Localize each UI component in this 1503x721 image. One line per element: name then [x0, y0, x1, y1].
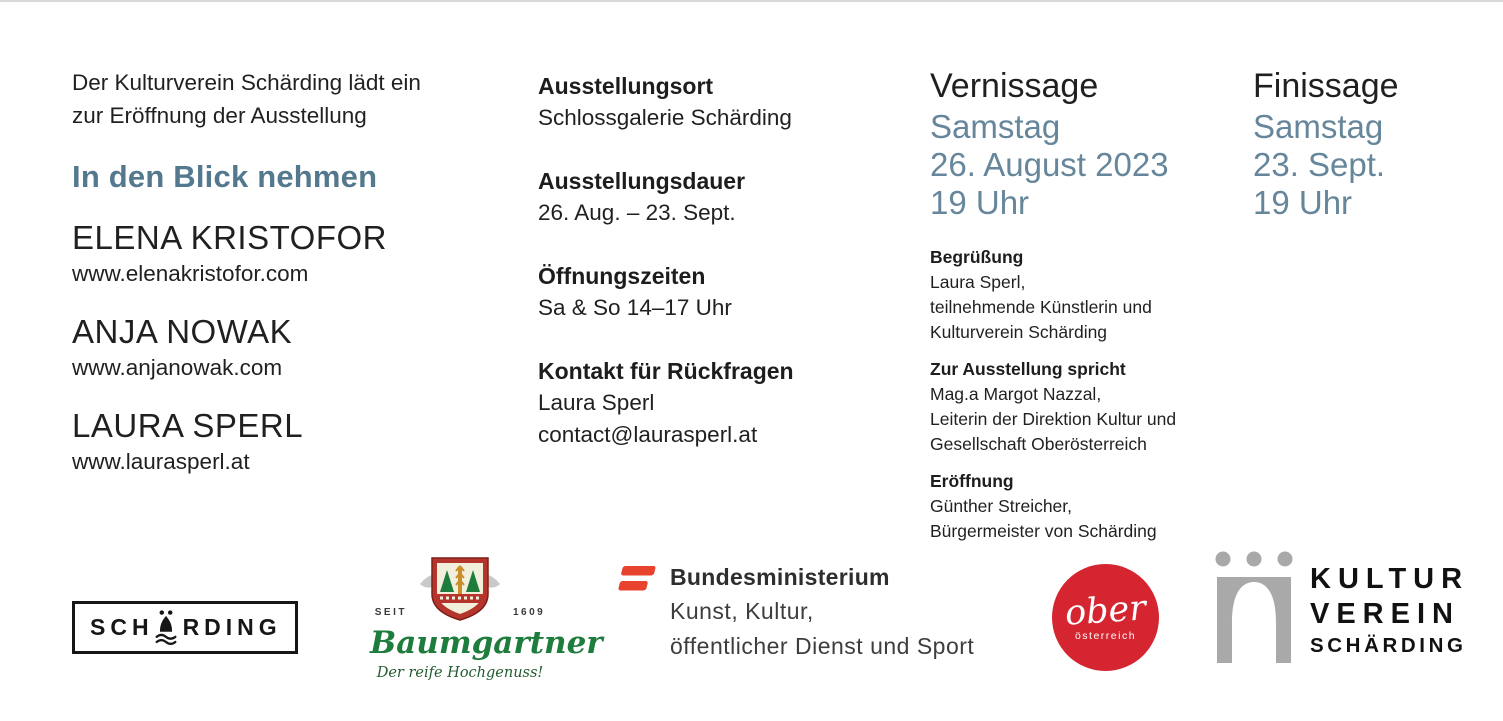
- window-top-edge: [0, 0, 1503, 2]
- vernissage-title: Vernissage: [930, 67, 1099, 105]
- program-line: Bürgermeister von Schärding: [930, 521, 1157, 541]
- artist-website-link[interactable]: www.laurasperl.at: [72, 449, 250, 474]
- ministry-text: Bundesministerium Kunst, Kultur, öffentl…: [670, 561, 974, 664]
- vernissage-time: 19 Uhr: [930, 184, 1030, 221]
- program-line: Mag.a Margot Nazzal,: [930, 384, 1102, 404]
- program-list: Begrüßung Laura Sperl, teilnehmende Küns…: [930, 245, 1230, 544]
- artist-website-link[interactable]: www.elenakristofor.com: [72, 261, 309, 286]
- artist-item: ANJA NOWAK www.anjanowak.com: [72, 312, 502, 384]
- contact-email-link[interactable]: contact@laurasperl.at: [538, 422, 758, 447]
- program-opening: Eröffnung Günther Streicher, Bürgermeist…: [930, 469, 1230, 544]
- detail-duration: Ausstellungsdauer 26. Aug. – 23. Sept.: [538, 165, 868, 229]
- schaerding-town-logo: SCH RDING: [72, 601, 298, 654]
- detail-location: Ausstellungsort Schlossgalerie Schärding: [538, 70, 868, 134]
- artist-item: LAURA SPERL www.laurasperl.at: [72, 406, 502, 478]
- invite-line-2: zur Eröffnung der Ausstellung: [72, 103, 367, 128]
- detail-label: Ausstellungsort: [538, 73, 714, 99]
- kv-line-schaerding: SCHÄRDING: [1310, 634, 1467, 657]
- bridge-arch-icon: [1215, 551, 1293, 663]
- artist-item: ELENA KRISTOFOR www.elenakristofor.com: [72, 218, 502, 290]
- detail-label: Ausstellungsdauer: [538, 168, 746, 194]
- schaerding-logo-text-pre: SCH: [90, 614, 154, 640]
- program-speech: Zur Ausstellung spricht Mag.a Margot Naz…: [930, 357, 1230, 457]
- program-label: Eröffnung: [930, 471, 1014, 491]
- detail-value: 26. Aug. – 23. Sept.: [538, 200, 736, 225]
- finissage-time: 19 Uhr: [1253, 184, 1353, 221]
- program-line: teilnehmende Künstlerin und: [930, 297, 1152, 317]
- program-greeting: Begrüßung Laura Sperl, teilnehmende Küns…: [930, 245, 1230, 345]
- program-line: Gesellschaft Oberösterreich: [930, 434, 1147, 454]
- detail-hours: Öffnungszeiten Sa & So 14–17 Uhr: [538, 260, 868, 324]
- detail-contact: Kontakt für Rückfragen Laura Sperl conta…: [538, 355, 868, 451]
- kulturverein-text: KULTUR VEREIN SCHÄRDING: [1310, 562, 1469, 663]
- vernissage-day: Samstag: [930, 108, 1061, 145]
- vernissage-date: 26. August 2023: [930, 146, 1169, 183]
- baumgartner-year: 1609: [512, 607, 546, 618]
- detail-label: Öffnungszeiten: [538, 263, 706, 289]
- ministry-name: Bundesministerium: [670, 564, 890, 590]
- program-label: Zur Ausstellung spricht: [930, 359, 1126, 379]
- contact-person: Laura Sperl: [538, 390, 655, 415]
- program-line: Kulturverein Schärding: [930, 322, 1108, 342]
- baumgartner-crest-icon: [419, 557, 500, 621]
- austria-flag-icon: [618, 566, 656, 591]
- details-column: Ausstellungsort Schlossgalerie Schärding…: [538, 70, 868, 482]
- invite-line-1: Der Kulturverein Schärding lädt ein: [72, 70, 421, 95]
- finissage-column: Finissage Samstag 23. Sept. 19 Uhr: [1253, 64, 1493, 222]
- artist-name: LAURA SPERL: [72, 407, 304, 444]
- schaerding-logo-text-post: RDING: [182, 614, 282, 640]
- kulturverein-logo: KULTUR VEREIN SCHÄRDING: [1213, 551, 1469, 663]
- ministry-dept-1: Kunst, Kultur,: [670, 598, 814, 624]
- finissage-day: Samstag: [1253, 108, 1384, 145]
- program-line: Laura Sperl,: [930, 272, 1026, 292]
- baumgartner-wordmark: Baumgartner: [370, 625, 603, 661]
- artist-list: ELENA KRISTOFOR www.elenakristofor.com A…: [72, 218, 502, 478]
- artist-name: ANJA NOWAK: [72, 313, 293, 350]
- vernissage-column: Vernissage Samstag 26. August 2023 19 Uh…: [930, 64, 1230, 556]
- ober-sub-text: österreich: [1074, 630, 1137, 642]
- finissage-date: 23. Sept.: [1253, 146, 1386, 183]
- baumgartner-crest-row: SEIT 1609: [370, 556, 550, 624]
- kv-line-verein: VEREIN: [1310, 598, 1460, 630]
- ober-script-text: ober: [1063, 588, 1148, 634]
- invitation-column: Der Kulturverein Schärding lädt ein zur …: [72, 66, 502, 500]
- artist-name: ELENA KRISTOFOR: [72, 219, 387, 256]
- baumgartner-tagline: Der reife Hochgenuss!: [376, 665, 544, 681]
- program-label: Begrüßung: [930, 247, 1024, 267]
- detail-value: Sa & So 14–17 Uhr: [538, 295, 732, 320]
- schaerding-gate-icon: [155, 610, 177, 645]
- ministry-dept-2: öffentlicher Dienst und Sport: [670, 633, 975, 659]
- program-line: Leiterin der Direktion Kultur und: [930, 409, 1177, 429]
- baumgartner-seit: SEIT: [374, 607, 407, 618]
- artist-website-link[interactable]: www.anjanowak.com: [72, 355, 283, 380]
- baumgartner-brewery-logo: SEIT 1609 Baumgartner Der reife Hochgenu…: [370, 556, 603, 681]
- finissage-title: Finissage: [1253, 67, 1399, 105]
- detail-value: Schlossgalerie Schärding: [538, 105, 792, 130]
- program-line: Günther Streicher,: [930, 496, 1073, 516]
- kv-line-kultur: KULTUR: [1310, 563, 1470, 595]
- exhibition-title: In den Blick nehmen: [72, 159, 378, 194]
- detail-label: Kontakt für Rückfragen: [538, 358, 794, 384]
- ministry-logo: Bundesministerium Kunst, Kultur, öffentl…: [615, 561, 974, 664]
- oberoesterreich-logo: ober österreich: [1052, 564, 1159, 671]
